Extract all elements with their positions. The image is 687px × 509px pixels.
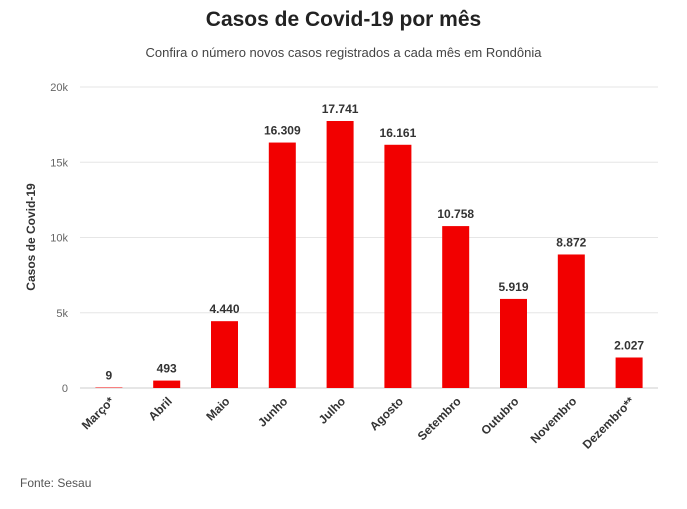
x-tick-label: Abril: [146, 394, 175, 423]
y-tick-label: 15k: [50, 157, 68, 169]
data-label: 17.741: [322, 102, 359, 116]
y-tick-label: 10k: [50, 233, 68, 245]
y-tick-label: 20k: [50, 82, 68, 94]
bar: [268, 142, 296, 388]
bar: [500, 298, 527, 388]
chart-title: Casos de Covid-19 por mês: [205, 8, 482, 31]
data-label: 8.872: [556, 235, 586, 249]
x-tick-label: Agosto: [367, 394, 406, 433]
x-tick-label: Dezembro**: [580, 394, 638, 452]
x-tick-label: Março*: [79, 394, 117, 432]
x-tick-label: Setembro: [415, 394, 464, 443]
bar: [384, 144, 412, 388]
y-tick-label: 0: [62, 383, 68, 395]
bar: [211, 321, 238, 388]
data-label: 16.309: [264, 124, 301, 138]
data-label: 16.161: [380, 126, 417, 140]
bar: [615, 357, 643, 388]
bar: [153, 380, 181, 388]
x-tick-label: Julho: [316, 394, 349, 427]
bar: [557, 254, 585, 388]
data-labels: 9 493 4.440 16.309 17.741 16.161 10.758 5.919 8.…: [106, 102, 645, 383]
x-tick-label: Novembro: [528, 394, 580, 446]
y-axis-title: Casos de Covid-19: [24, 183, 38, 291]
y-tick-label: 5k: [56, 308, 68, 320]
x-tick-label: Outubro: [478, 394, 521, 437]
x-tick-label: Junho: [255, 394, 290, 429]
bar: [442, 226, 470, 388]
y-axis-ticks: 0 5k 10k 15k 20k: [50, 82, 68, 395]
bar: [95, 387, 123, 388]
x-tick-label: Maio: [203, 394, 232, 423]
bars: [95, 120, 643, 388]
x-axis-ticks: Março* Abril Maio Junho Julho Agosto Setembro O…: [79, 394, 638, 452]
source-note: Fonte: Sesau: [20, 476, 92, 490]
chart-subtitle: Confira o número novos casos registrados…: [145, 45, 542, 60]
data-label: 5.919: [498, 280, 528, 294]
data-label: 4.440: [209, 302, 239, 316]
bar: [326, 120, 354, 388]
data-label: 493: [157, 362, 177, 376]
data-label: 10.758: [437, 207, 474, 221]
data-label: 9: [106, 369, 113, 383]
data-label: 2.027: [614, 338, 644, 352]
